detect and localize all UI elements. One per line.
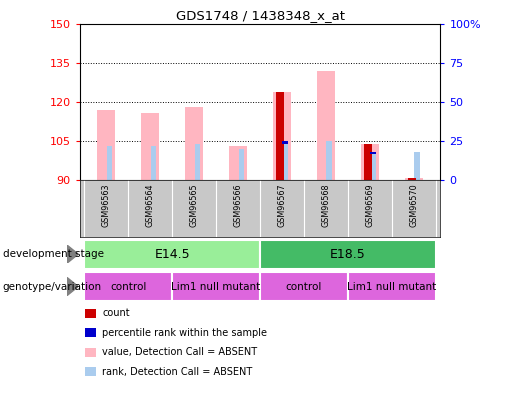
Text: GSM96567: GSM96567 (278, 183, 286, 227)
Text: genotype/variation: genotype/variation (3, 281, 101, 292)
Polygon shape (67, 245, 78, 263)
Text: E14.5: E14.5 (154, 247, 190, 261)
Bar (150, 147, 156, 180)
Bar (84, 240, 260, 269)
Bar (364, 144, 372, 180)
Text: percentile rank within the sample: percentile rank within the sample (102, 328, 267, 338)
Bar (360, 144, 379, 180)
Bar (229, 147, 247, 180)
Text: Lim1 null mutant: Lim1 null mutant (347, 281, 437, 292)
Text: GSM96569: GSM96569 (366, 183, 374, 227)
Text: Lim1 null mutant: Lim1 null mutant (171, 281, 261, 292)
Text: rank, Detection Call = ABSENT: rank, Detection Call = ABSENT (102, 367, 253, 377)
Bar (283, 141, 288, 144)
Bar (405, 178, 423, 180)
Text: GSM96563: GSM96563 (101, 183, 111, 226)
Bar (238, 149, 244, 180)
Bar (107, 147, 112, 180)
Bar (408, 178, 416, 180)
Polygon shape (67, 277, 78, 296)
Title: GDS1748 / 1438348_x_at: GDS1748 / 1438348_x_at (176, 9, 345, 22)
Bar (327, 141, 332, 180)
Bar (283, 141, 288, 180)
Bar (277, 92, 284, 180)
Text: E18.5: E18.5 (330, 247, 366, 261)
Bar (185, 107, 203, 180)
Bar (370, 151, 376, 154)
Text: value, Detection Call = ABSENT: value, Detection Call = ABSENT (102, 347, 258, 357)
Bar (97, 110, 115, 180)
Text: control: control (110, 281, 146, 292)
Text: GSM96565: GSM96565 (190, 183, 199, 227)
Bar (84, 272, 172, 301)
Text: GSM96564: GSM96564 (146, 183, 154, 226)
Bar (141, 113, 160, 180)
Bar (273, 92, 291, 180)
Text: count: count (102, 309, 130, 318)
Text: GSM96566: GSM96566 (234, 183, 243, 226)
Bar (348, 272, 436, 301)
Bar (260, 272, 348, 301)
Bar (195, 144, 200, 180)
Text: GSM96568: GSM96568 (321, 183, 331, 226)
Bar (172, 272, 260, 301)
Text: GSM96570: GSM96570 (409, 183, 419, 227)
Bar (260, 240, 436, 269)
Bar (317, 71, 335, 180)
Text: development stage: development stage (3, 249, 104, 259)
Text: control: control (286, 281, 322, 292)
Bar (370, 151, 376, 180)
Bar (415, 151, 420, 180)
